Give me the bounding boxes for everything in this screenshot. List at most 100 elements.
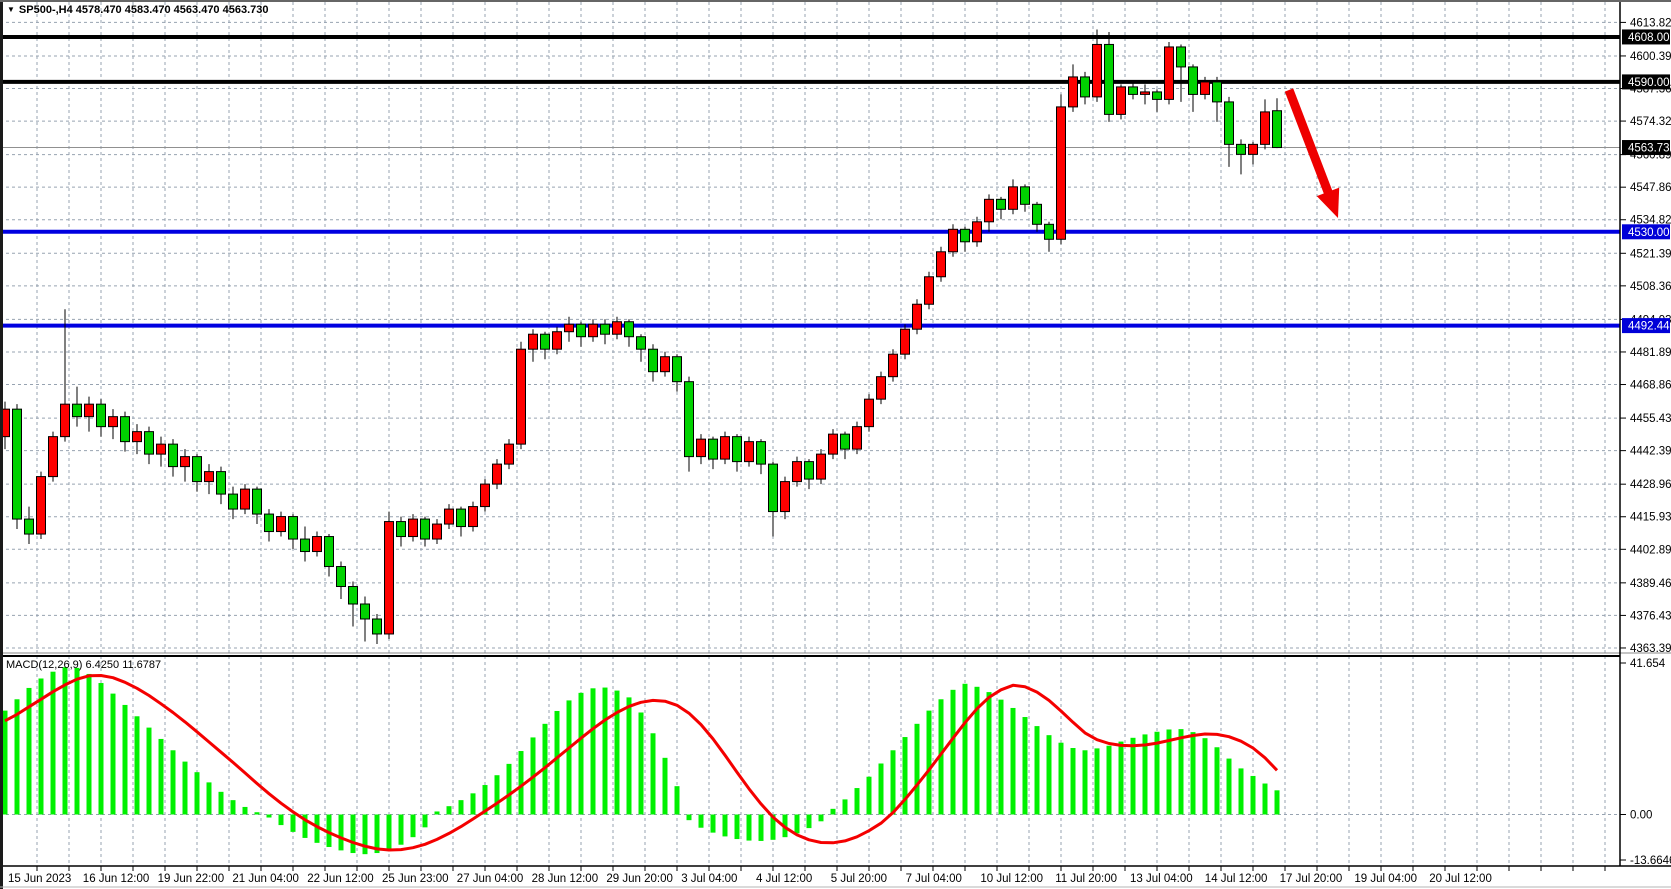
candle-bull [60,403,70,438]
macd-hist-bar [134,716,140,815]
macd-hist-bar [818,814,824,822]
macd-hist-bar [566,700,572,815]
macd-hist-bar [314,814,320,843]
candle-bear [120,416,130,443]
candle-bull [696,438,706,458]
macd-hist-bar [290,814,296,832]
candle-bull [612,321,622,335]
macd-hist-bar [1046,735,1052,815]
macd-hist-bar [254,812,260,815]
macd-hist-bar [278,814,284,826]
time-axis-label: 13 Jul 04:00 [1130,873,1193,885]
candle-bear [768,463,778,513]
macd-axis[interactable]: 41.654 0.00 -13.6646 [1620,658,1671,867]
macd-hist-bar [1058,742,1064,815]
candle-bear [1080,76,1090,98]
price-axis-label: 4415.930 [1630,512,1671,524]
macd-hist-bar [1214,747,1220,815]
candle-bear [1152,91,1162,100]
chart-symbol-period: SP500-,H4 [18,4,73,16]
candle-bear [1128,86,1138,95]
candle-bull [480,483,490,508]
candle-bull [504,443,514,465]
annotation-arrow[interactable] [1284,88,1340,218]
macd-hist-bar [494,775,500,815]
price-axis-label: 4481.895 [1630,347,1671,359]
macd-hist-bar [986,692,992,815]
candle-bull [744,441,754,463]
price-axis-label: 4363.395 [1630,643,1671,655]
candle-bull [828,433,838,455]
price-badge-text: 4563.730 [1628,143,1671,155]
candle-bear [1104,43,1114,115]
candle-bull [204,471,214,483]
candle-bull [84,403,94,418]
candle-bear [336,566,346,588]
macd-hist-bar [746,814,752,841]
candle-bear [648,348,658,373]
time-axis[interactable]: 15 Jun 2023 16 Jun 12:00 19 Jun 22:00 21 Ju… [8,866,1606,885]
candle-bull [816,453,826,480]
chart-collapse-icon[interactable]: ▼ [7,5,15,14]
candle-bull [312,536,322,553]
macd-hist-bar [386,814,392,851]
candle-bear [288,516,298,540]
macd-hist-bar [1010,707,1016,815]
candle-bull [384,521,394,635]
candle-bear [228,493,238,510]
macd-hist-bar [1106,745,1112,815]
time-axis-label: 7 Jul 04:00 [906,873,962,885]
macd-hist-bar [866,776,872,815]
macd-axis-label: 41.654 [1630,658,1666,670]
candle-bear [672,356,682,383]
macd-hist-bar [266,814,272,818]
price-axis-label: 4521.395 [1630,248,1671,260]
macd-name: MACD(12,26,9) [6,659,83,671]
candle-bear [732,436,742,463]
candle-bull [468,506,478,528]
candle-bull [1056,106,1066,240]
candle-bear [996,198,1006,210]
candle-bull [444,508,454,525]
macd-layer [2,667,1280,855]
candle-bull [864,398,874,428]
time-axis-label: 3 Jul 04:00 [681,873,737,885]
macd-main-value: 6.4250 [85,659,120,671]
macd-hist-bar [1034,726,1040,815]
candle-bull [240,488,250,510]
arrow-shaft[interactable] [1284,88,1335,200]
price-axis-label: 4613.825 [1630,17,1671,29]
candle-bear [636,336,646,350]
macd-hist-bar [1154,731,1160,815]
price-axis[interactable]: 4613.8254600.3954587.3604574.3254560.895… [1620,17,1671,655]
macd-hist-bar [734,814,740,840]
macd-hist-bar [98,683,104,815]
candle-bear [372,618,382,635]
time-axis-label: 19 Jul 04:00 [1354,873,1417,885]
candle-bull [1140,91,1150,95]
macd-hist-bar [482,785,488,815]
macd-hist-bar [1070,748,1076,815]
arrow-head[interactable] [1316,187,1340,218]
price-axis-label: 4468.860 [1630,380,1671,392]
price-badge [1622,74,1670,90]
macd-hist-bar [38,678,44,815]
macd-signal-value: 11.6787 [122,659,162,671]
macd-hist-bar [50,671,56,815]
candle-bull [900,328,910,355]
time-axis-label: 15 Jun 2023 [8,873,71,885]
macd-hist-bar [674,786,680,815]
candle-bear [600,323,610,335]
candle-bear [1272,110,1282,149]
candle-bear [1044,223,1054,240]
price-axis-label: 4389.465 [1630,578,1671,590]
macd-hist-bar [962,683,968,815]
horizontal-line-objects[interactable] [0,34,1620,328]
candle-bull [552,331,562,350]
candle-bull [792,461,802,483]
macd-hist-bar [614,690,620,815]
macd-hist-bar [14,699,20,815]
macd-hist-bar [854,788,860,815]
